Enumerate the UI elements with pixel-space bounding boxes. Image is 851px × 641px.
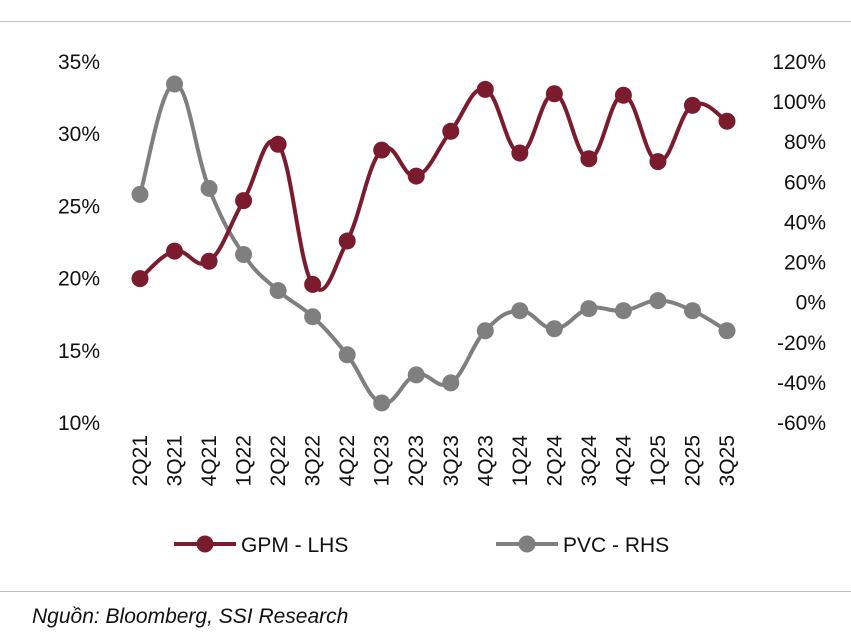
legend-item-gpm: GPM - LHS [174,534,348,557]
gpm-point [683,96,701,114]
pvc-point [649,292,667,310]
x-tick-label: 3Q21 [164,435,187,486]
gpm-point [580,150,598,168]
x-tick-label: 3Q25 [716,435,739,486]
x-tick-label: 2Q24 [543,435,566,487]
gpm-point [166,242,184,260]
x-tick-label: 1Q25 [647,435,670,486]
pvc-point [442,374,460,392]
x-tick-label: 4Q21 [198,435,221,486]
gpm-point [200,252,218,270]
pvc-point [718,322,736,340]
chart: 35% 30% 25% 20% 15% 10% 120% 100% 80% 60% 40% 20% 0… [58,51,826,557]
right-tick-label: 0% [796,292,826,315]
x-axis-ticks: 2Q21 3Q21 4Q21 1Q22 2Q22 3Q22 4Q22 1Q23 2Q23 3Q23… [129,435,739,487]
gpm-line [138,87,729,292]
x-tick-label: 4Q24 [612,435,635,487]
x-tick-label: 2Q21 [129,435,152,486]
legend-label: GPM - LHS [241,534,348,557]
legend-marker [196,535,214,553]
x-tick-label: 2Q25 [681,435,704,486]
legend-item-pvc: PVC - RHS [496,534,669,557]
pvc-point [200,179,218,197]
gpm-point [338,232,356,250]
right-tick-label: 100% [772,91,826,114]
right-tick-label: 120% [772,51,826,74]
gpm-series [131,80,736,293]
x-tick-label: 4Q23 [474,435,497,486]
pvc-point [545,320,563,338]
legend: GPM - LHS PVC - RHS [174,534,669,557]
pvc-point [683,302,701,320]
pvc-point [269,282,287,300]
gpm-point [131,270,149,288]
gpm-point [304,275,322,293]
gpm-point [269,135,287,153]
pvc-point [166,75,184,93]
x-tick-label: 3Q22 [302,435,325,486]
x-tick-label: 1Q22 [233,435,256,486]
gpm-point [407,167,425,185]
series-layer [131,75,736,412]
right-tick-label: 40% [784,211,826,234]
x-tick-label: 1Q23 [371,435,394,486]
right-axis-ticks: 120% 100% 80% 60% 40% 20% 0% -20% -40% -60% [772,51,826,435]
gpm-point [442,122,460,140]
pvc-point [407,366,425,384]
top-rule [0,21,851,22]
legend-marker [518,535,536,553]
x-tick-label: 3Q24 [578,435,601,487]
left-tick-label: 30% [58,123,100,146]
pvc-point [373,394,391,412]
left-tick-label: 35% [58,51,100,74]
gpm-point [649,153,667,171]
legend-label: PVC - RHS [563,534,669,557]
gpm-point [614,86,632,104]
pvc-point [476,322,494,340]
right-tick-label: -20% [777,332,826,355]
bottom-rule [0,591,851,592]
x-tick-label: 4Q22 [336,435,359,486]
right-tick-label: 20% [784,252,826,275]
pvc-point [511,302,529,320]
gpm-point [718,112,736,130]
x-tick-label: 2Q23 [405,435,428,486]
left-tick-label: 20% [58,268,100,291]
right-tick-label: -60% [777,412,826,435]
gpm-point [511,144,529,162]
pvc-line [138,82,729,406]
source-note: Nguồn: Bloomberg, SSI Research [32,605,349,628]
gpm-point [373,141,391,159]
left-axis-ticks: 35% 30% 25% 20% 15% 10% [58,51,100,435]
pvc-point [614,302,632,320]
left-tick-label: 25% [58,195,100,218]
gpm-point [235,192,253,210]
pvc-point [304,308,322,326]
pvc-series [131,75,736,412]
x-tick-label: 3Q23 [440,435,463,486]
left-tick-label: 15% [58,340,100,363]
pvc-point [235,246,253,264]
x-tick-label: 2Q22 [267,435,290,486]
gpm-point [545,85,563,103]
pvc-point [131,185,149,203]
pvc-point [580,300,598,318]
right-tick-label: 60% [784,171,826,194]
left-tick-label: 10% [58,412,100,435]
x-tick-label: 1Q24 [509,435,532,487]
right-tick-label: 80% [784,131,826,154]
right-tick-label: -40% [777,372,826,395]
gpm-point [476,80,494,98]
pvc-point [338,346,356,364]
